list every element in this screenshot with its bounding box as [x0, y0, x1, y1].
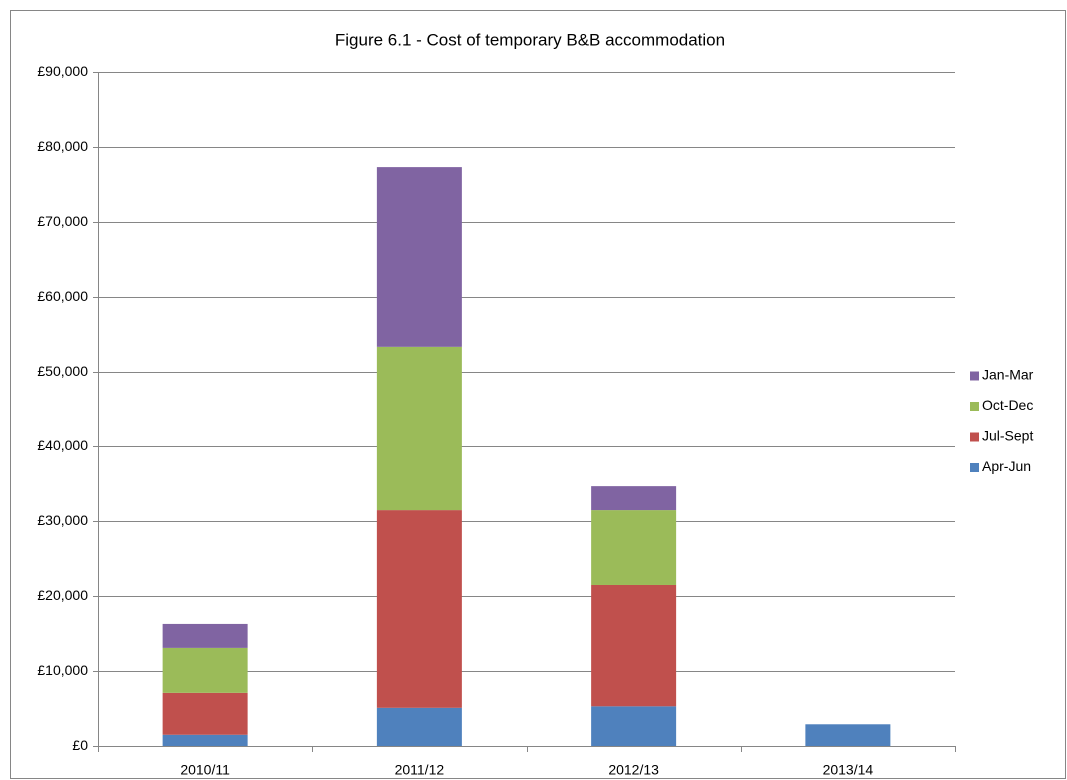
bar-segment [376, 346, 462, 511]
bar-segment [162, 623, 248, 648]
bar-segment [591, 486, 677, 511]
y-tick-label: £80,000 [37, 138, 88, 154]
x-tick-label: 2013/14 [823, 762, 874, 778]
x-tick-label: 2010/11 [180, 762, 230, 778]
legend-label: Jan-Mar [982, 367, 1034, 383]
bar-segment [376, 167, 462, 347]
y-tick-label: £90,000 [37, 63, 88, 79]
y-tick-label: £0 [72, 737, 88, 753]
y-tick-label: £30,000 [37, 512, 88, 528]
bar-segment [591, 706, 677, 746]
y-tick-label: £70,000 [37, 213, 88, 229]
legend-swatch [970, 371, 979, 381]
legend-swatch [970, 463, 979, 472]
bar-segment [162, 734, 248, 746]
legend-swatch [970, 432, 979, 442]
chart-title: Figure 6.1 - Cost of temporary B&B accom… [335, 30, 725, 49]
bar-segment [591, 510, 677, 585]
bar-segment [162, 647, 248, 693]
legend-label: Apr-Jun [982, 458, 1031, 474]
bar-segment [376, 510, 462, 708]
y-tick-label: £10,000 [37, 662, 88, 678]
bar-segment [591, 584, 677, 707]
legend-swatch [970, 402, 979, 411]
y-tick-label: £20,000 [37, 587, 88, 603]
bar-segment [162, 692, 248, 735]
y-tick-label: £40,000 [37, 437, 88, 453]
bar-segment [805, 724, 891, 746]
y-tick-label: £50,000 [37, 363, 88, 379]
legend-label: Oct-Dec [982, 397, 1033, 413]
legend-label: Jul-Sept [982, 428, 1033, 444]
bar-segment [376, 707, 462, 746]
x-tick-label: 2012/13 [608, 762, 659, 778]
y-tick-label: £60,000 [37, 288, 88, 304]
x-tick-label: 2011/12 [395, 762, 445, 778]
